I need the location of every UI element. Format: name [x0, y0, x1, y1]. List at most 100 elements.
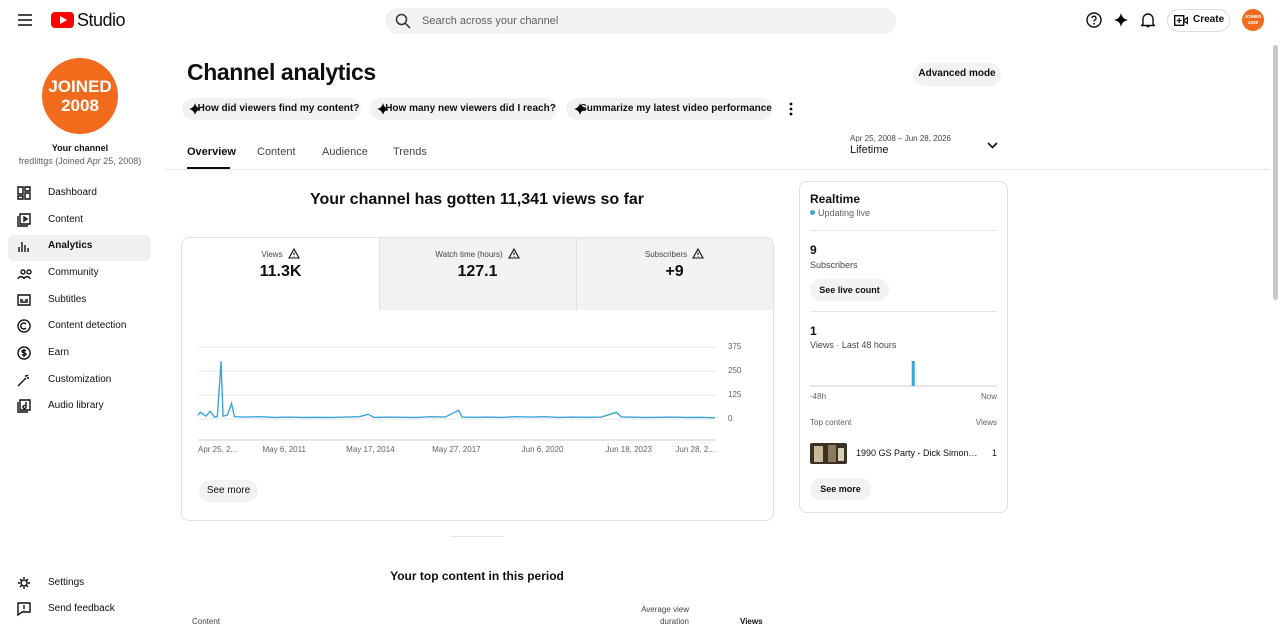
nav-item[interactable]: Subtitles — [48, 294, 87, 305]
help-icon[interactable] — [1086, 12, 1102, 28]
sparkle-icon — [377, 103, 389, 115]
logo-text[interactable]: Studio — [77, 10, 126, 30]
icon-path — [18, 242, 29, 252]
nav-item[interactable]: Dashboard — [48, 187, 97, 198]
tab[interactable]: Audience — [322, 146, 368, 158]
sparkle-icon[interactable] — [1114, 13, 1128, 27]
nav-item[interactable]: Content — [48, 214, 84, 225]
metric-value: 127.1 — [457, 263, 498, 280]
video-thumbnail[interactable] — [810, 443, 847, 464]
divider — [166, 169, 1270, 170]
y-tick-label: 375 — [728, 342, 742, 351]
bell-icon[interactable] — [1141, 12, 1155, 28]
x-tick-label: May 17, 2014 — [346, 445, 395, 454]
views-label: Views · Last 48 hours — [810, 340, 897, 350]
bar — [911, 361, 915, 386]
metric-label-text: Subscribers — [644, 250, 688, 259]
nav-icon — [17, 186, 31, 200]
create-button[interactable] — [1167, 9, 1230, 32]
live-dot — [810, 210, 815, 215]
summary: Your channel has gotten 11,341 views so … — [309, 191, 645, 208]
more-icon[interactable] — [789, 102, 793, 116]
search-bar[interactable] — [385, 8, 896, 34]
nav-icon — [17, 319, 31, 333]
see-more-button[interactable]: See more — [199, 480, 258, 502]
date-range[interactable]: Apr 25, 2008 – Jun 28, 2026 — [850, 134, 951, 143]
subscriber-count: 9 — [810, 243, 817, 257]
chevron-icon[interactable] — [987, 142, 998, 149]
y-tick-label: 125 — [728, 390, 742, 399]
logo-icon[interactable] — [51, 12, 74, 28]
channel-sub: fredlittgs (Joined Apr 25, 2008) — [18, 156, 142, 166]
see-more-button[interactable]: See more — [810, 478, 871, 500]
video-title[interactable]: 1990 GS Party - Dick Simon… — [856, 448, 978, 458]
tab[interactable]: Content — [257, 146, 296, 158]
advanced-mode-button[interactable]: Advanced mode — [913, 63, 1001, 86]
account-avatar[interactable]: JOINED 2008 — [1242, 9, 1264, 31]
nav-icon — [17, 374, 29, 387]
warning-icon — [287, 247, 300, 259]
nav-icon — [17, 346, 31, 360]
realtime-title: Realtime — [810, 192, 861, 206]
nav-item[interactable]: Customization — [48, 374, 112, 385]
icon-path — [17, 399, 31, 413]
period[interactable]: Lifetime — [850, 144, 889, 156]
tab[interactable]: Overview — [187, 146, 236, 158]
nav-item[interactable]: Community — [48, 267, 99, 278]
table-header: Average view — [641, 605, 689, 614]
warning-icon — [692, 247, 705, 259]
icon-path — [17, 269, 32, 280]
nav-item[interactable]: Audio library — [48, 400, 104, 411]
menu-icon[interactable] — [18, 14, 32, 26]
table-header: Content — [192, 617, 221, 626]
nav-icon — [17, 294, 31, 306]
prompt-chip[interactable]: How many new viewers did I reach? — [370, 98, 557, 120]
top-content-label: Top content — [810, 418, 852, 427]
y-tick-label: 0 — [728, 414, 733, 423]
views-chart: 0 125 250 375 Apr 25, 2... May 6, 2011 May 17,… — [197, 342, 742, 454]
x-start-label: -48h — [810, 392, 826, 401]
table-header: duration — [660, 617, 689, 626]
icon-path — [17, 346, 31, 360]
channel-avatar[interactable]: JOINED 2008 — [42, 58, 118, 134]
warning-icon — [507, 247, 520, 259]
views-header: Views — [975, 418, 997, 427]
create-label: Create — [1193, 14, 1225, 25]
icon-path — [17, 374, 29, 387]
nav-item[interactable]: Content detection — [48, 320, 127, 331]
icon-path — [507, 247, 520, 259]
x-tick-label: May 6, 2011 — [262, 445, 306, 454]
nav-highlight — [8, 235, 151, 261]
scrollbar[interactable] — [1273, 45, 1278, 300]
nav-item[interactable]: Settings — [48, 577, 85, 588]
x-end-label: Now — [981, 392, 997, 401]
metric-tab[interactable] — [576, 238, 773, 310]
nav-item[interactable]: Analytics — [48, 240, 93, 251]
live-count-button[interactable]: See live count — [810, 279, 889, 301]
prompt-chip[interactable]: Summarize my latest video performance — [566, 98, 772, 120]
metric-label: Views — [182, 247, 379, 263]
metric-label-text: Views — [261, 250, 283, 259]
metric-value: +9 — [665, 263, 684, 280]
metric-label: Watch time (hours) — [379, 247, 576, 263]
nav-item[interactable]: Send feedback — [48, 603, 115, 614]
nav-item[interactable]: Earn — [48, 347, 70, 358]
metric-tab[interactable] — [379, 238, 577, 310]
icon-path — [17, 602, 31, 617]
table-header: Views — [740, 617, 763, 626]
avatar-line: JOINED — [48, 77, 112, 96]
channel-label: Your channel — [51, 143, 109, 153]
x-tick-label: May 27, 2017 — [432, 445, 481, 454]
icon-path — [17, 294, 31, 306]
section-title: Your top content in this period — [390, 569, 564, 583]
avatar-line: 2008 — [61, 96, 99, 115]
page-title: Channel analytics — [187, 59, 376, 85]
tab[interactable]: Trends — [393, 146, 427, 158]
icon-path — [17, 319, 31, 333]
icon-path — [287, 247, 300, 259]
sparkle-icon — [189, 103, 201, 115]
prompt-chip[interactable]: How did viewers find my content? — [182, 98, 361, 120]
overview-card — [181, 237, 774, 521]
realtime-status: Updating live — [818, 208, 871, 218]
